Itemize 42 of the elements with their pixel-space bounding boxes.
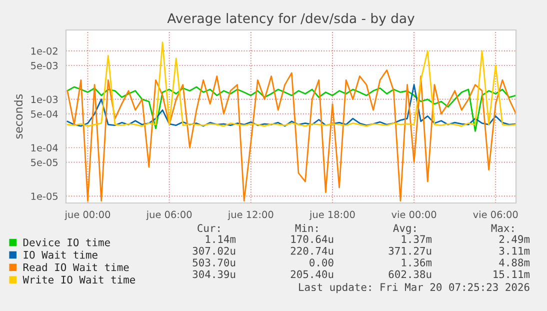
y-axis-title: seconds [14, 94, 23, 139]
text: Min: [295, 224, 318, 232]
y-tick-label: 1e-02 [31, 47, 58, 55]
text: Cur: [198, 224, 220, 232]
legend-label: IO Wait time [24, 250, 98, 259]
text: 3.11m [499, 246, 530, 255]
y-tick-label: 1e-03 [31, 96, 58, 104]
x-tick-label: jue 00:00 [64, 210, 110, 220]
y-tick-label: 1e-05 [31, 192, 58, 200]
text: 307.02u [192, 246, 236, 255]
text: Last update: Fri Mar 20 07:25:23 2026 [299, 282, 530, 294]
text: 1.14m [206, 235, 236, 243]
legend-label: Read IO Wait time [23, 263, 129, 272]
text: 1.37m [402, 235, 432, 244]
text: 602.38u [388, 270, 432, 278]
y-tick-label: 5e-05 [31, 158, 58, 166]
text: 2.49m [499, 235, 530, 244]
text: 4.88m [499, 258, 530, 266]
text: Avg: [393, 224, 416, 234]
x-tick-label: vie 00:00 [392, 210, 436, 218]
text: 205.40u [290, 270, 334, 278]
line-series [66, 42, 516, 127]
text: 503.70u [192, 258, 236, 266]
x-tick-label: jue 06:00 [146, 210, 192, 220]
x-tick-label: jue 18:00 [309, 210, 355, 220]
text: 1.36m [402, 258, 432, 266]
legend-label: Write IO Wait time [22, 276, 136, 284]
text: 170.64u [291, 235, 334, 244]
text: 371.27u [388, 246, 432, 255]
text: 0.00 [310, 258, 334, 266]
text: 304.39u [192, 270, 236, 278]
x-tick-label: vie 06:00 [473, 210, 518, 218]
legend-label: Device IO time [23, 238, 110, 246]
y-tick-label: 5e-03 [31, 62, 58, 70]
y-tick-label: 5e-04 [31, 110, 58, 118]
text: 220.74u [290, 246, 334, 255]
text: Max: [491, 224, 514, 232]
x-tick-label: jue 12:00 [228, 210, 274, 220]
chart-title: Average latency for /dev/sda - by day [167, 13, 414, 26]
line-series [66, 69, 516, 202]
text: 15.11m [494, 270, 530, 278]
y-tick-label: 1e-04 [31, 144, 58, 152]
